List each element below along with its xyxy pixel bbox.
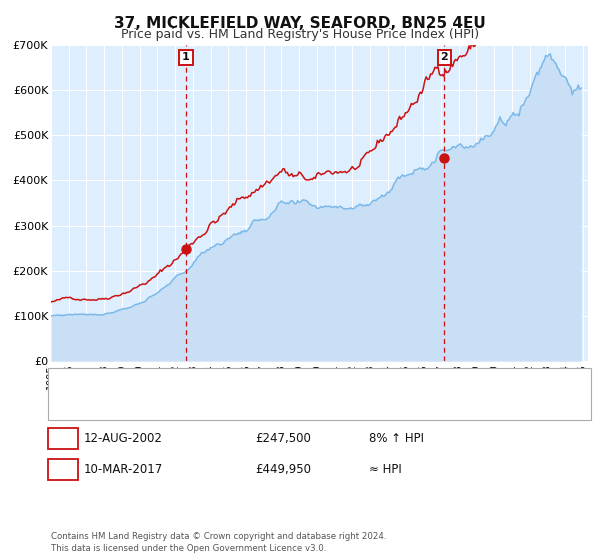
Text: 1: 1: [59, 432, 67, 445]
Text: £247,500: £247,500: [255, 432, 311, 445]
Text: ———: ———: [58, 376, 100, 390]
Text: 8% ↑ HPI: 8% ↑ HPI: [369, 432, 424, 445]
Text: 2: 2: [59, 463, 67, 476]
Text: 2: 2: [440, 53, 448, 63]
Text: 37, MICKLEFIELD WAY, SEAFORD, BN25 4EU (detached house): 37, MICKLEFIELD WAY, SEAFORD, BN25 4EU (…: [96, 378, 418, 388]
Text: 10-MAR-2017: 10-MAR-2017: [84, 463, 163, 476]
Text: £449,950: £449,950: [255, 463, 311, 476]
Text: 1: 1: [182, 53, 190, 63]
Text: ≈ HPI: ≈ HPI: [369, 463, 402, 476]
Text: Contains HM Land Registry data © Crown copyright and database right 2024.
This d: Contains HM Land Registry data © Crown c…: [51, 533, 386, 553]
Text: Price paid vs. HM Land Registry's House Price Index (HPI): Price paid vs. HM Land Registry's House …: [121, 28, 479, 41]
Text: HPI: Average price, detached house, Lewes: HPI: Average price, detached house, Lewe…: [96, 400, 321, 410]
Text: ———: ———: [58, 398, 100, 412]
Text: 37, MICKLEFIELD WAY, SEAFORD, BN25 4EU: 37, MICKLEFIELD WAY, SEAFORD, BN25 4EU: [114, 16, 486, 31]
Text: 12-AUG-2002: 12-AUG-2002: [84, 432, 163, 445]
